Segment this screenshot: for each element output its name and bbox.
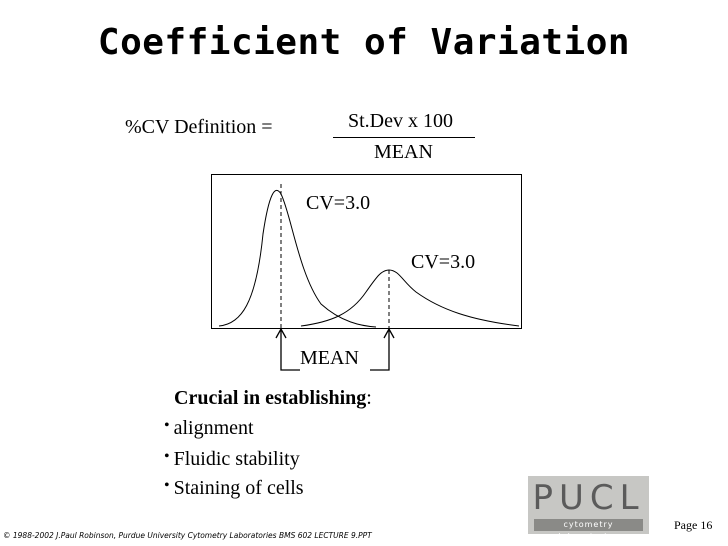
slide-title: Coefficient of Variation bbox=[97, 22, 631, 63]
page-number: Page 16 bbox=[674, 518, 713, 532]
mean-arrows bbox=[275, 328, 395, 371]
logo-subtitle: cytometry laboratories bbox=[558, 520, 619, 541]
bullet-text: Staining of cells bbox=[173, 477, 304, 499]
crucial-heading-text: Crucial in establishing bbox=[174, 387, 367, 409]
logo-name: PUCL bbox=[532, 478, 645, 518]
bullet-item: • Staining of cells bbox=[164, 477, 304, 499]
bullet-text: Fluidic stability bbox=[173, 448, 300, 470]
curve2-cv-label: CV=3.0 bbox=[411, 251, 476, 273]
bullet-item: • Fluidic stability bbox=[164, 448, 300, 470]
left-mean-arrow bbox=[280, 330, 300, 371]
crucial-colon: : bbox=[366, 387, 372, 409]
bullet-text: alignment bbox=[173, 417, 254, 439]
histogram-frame bbox=[211, 174, 522, 329]
copyright-footer: © 1988-2002 J.Paul Robinson, Purdue Univ… bbox=[3, 531, 372, 540]
wide-distribution-curve bbox=[300, 269, 520, 327]
formula-numerator: St.Dev x 100 bbox=[348, 110, 453, 132]
crucial-heading: Crucial in establishing: bbox=[174, 387, 372, 410]
right-mean-arrow bbox=[370, 330, 390, 371]
bullet-item: • alignment bbox=[164, 417, 254, 439]
cv-definition-label: %CV Definition = bbox=[125, 116, 273, 138]
distribution-curves bbox=[218, 184, 520, 329]
formula-denominator: MEAN bbox=[374, 141, 433, 163]
mean-label: MEAN bbox=[300, 347, 359, 369]
logo-subtitle-bar: cytometry laboratories bbox=[534, 519, 643, 541]
fraction-bar bbox=[333, 137, 475, 138]
pucl-logo: PUCL cytometry laboratories bbox=[528, 476, 649, 541]
curve1-cv-label: CV=3.0 bbox=[306, 192, 371, 214]
